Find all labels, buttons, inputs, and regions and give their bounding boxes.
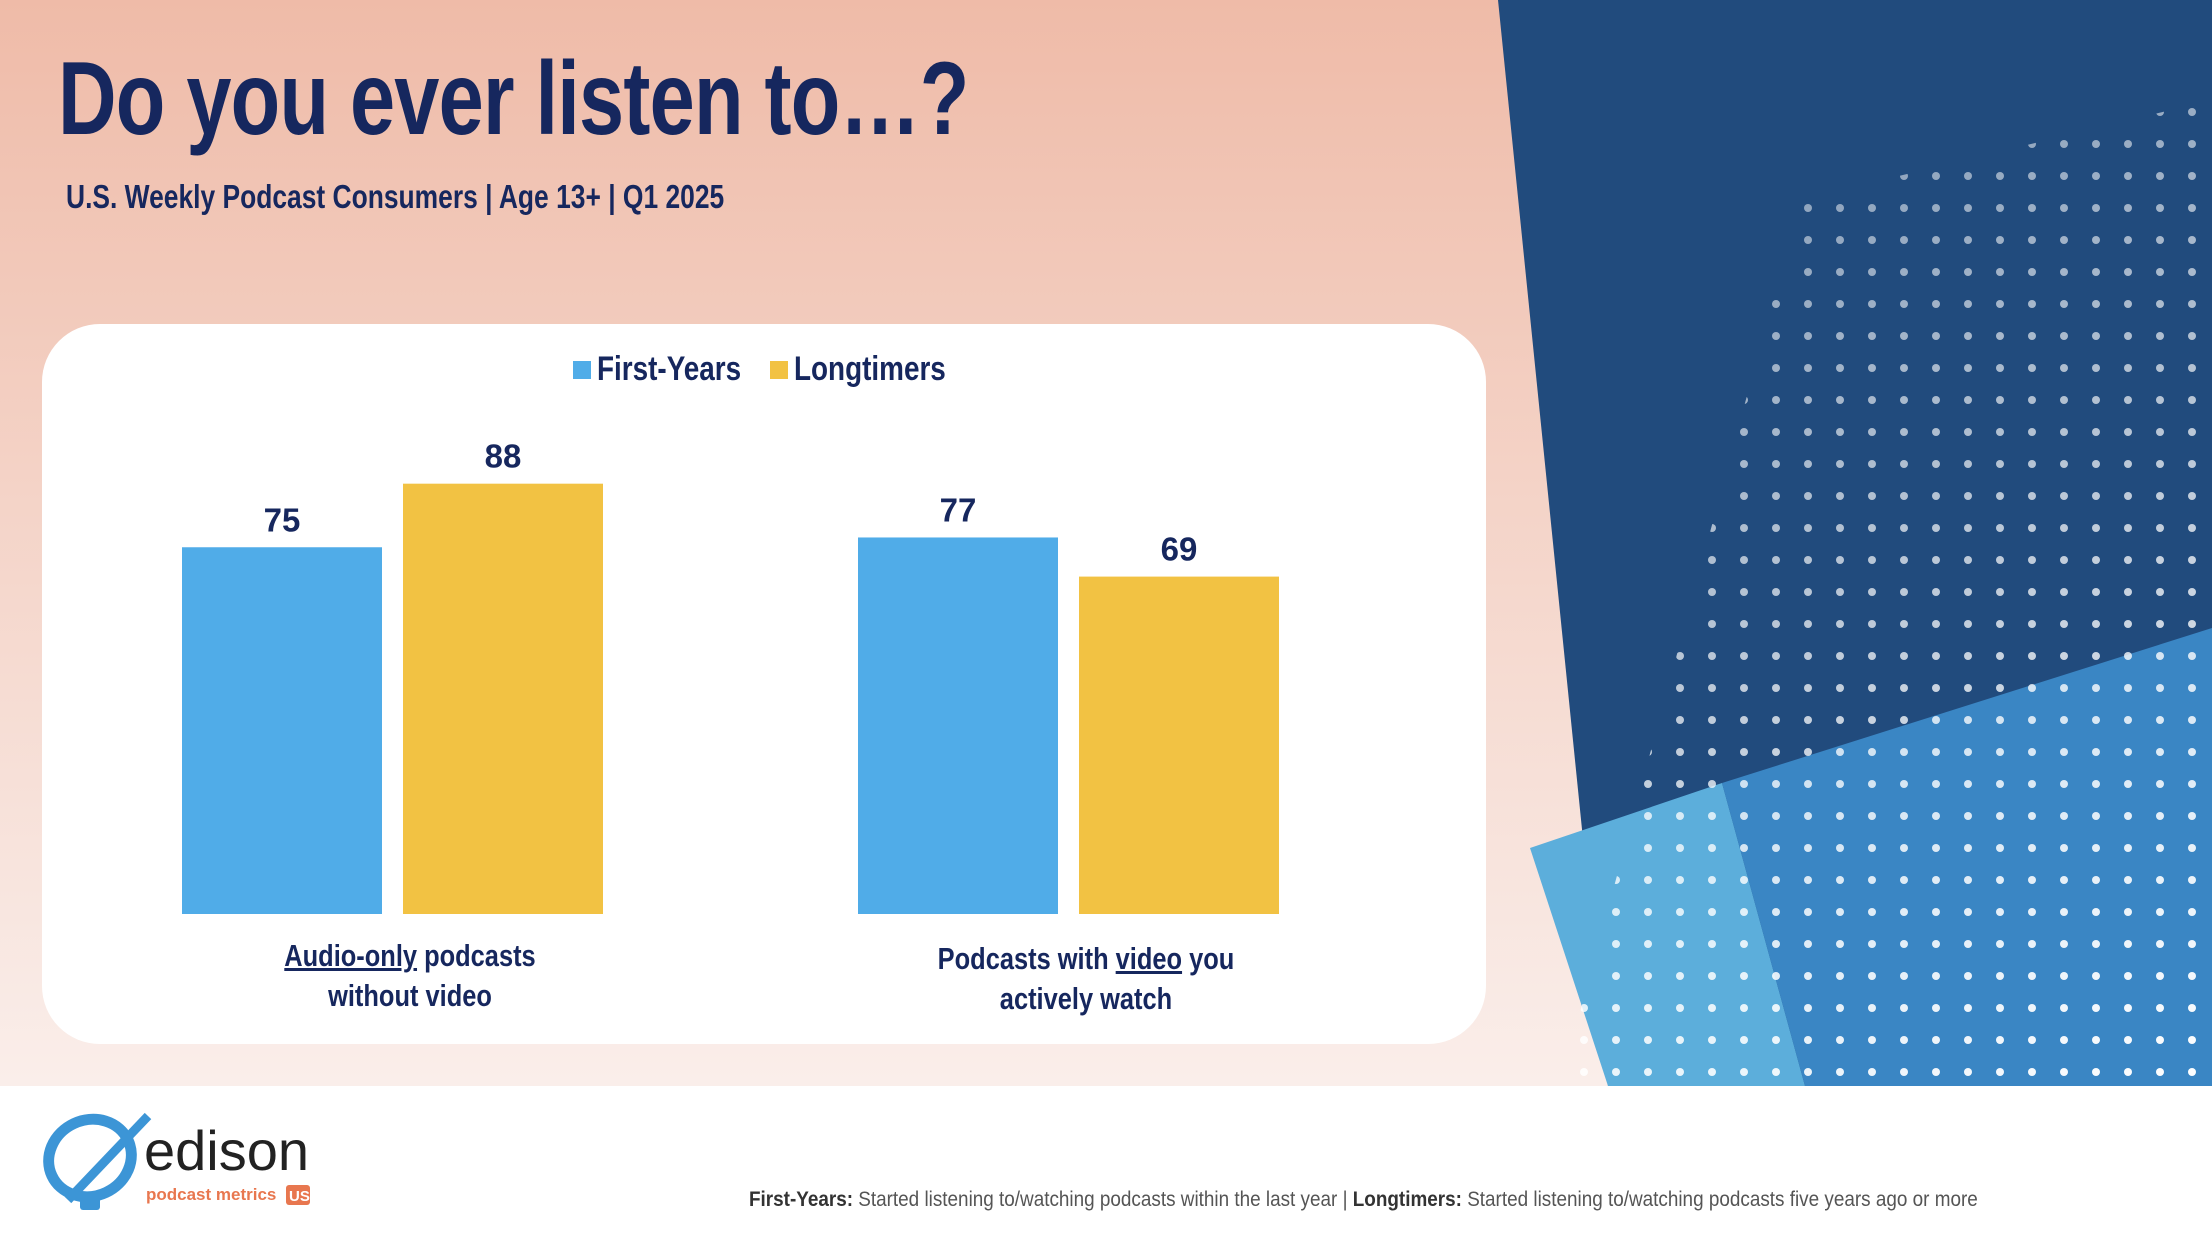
legend-item-first-years: First-Years: [572, 350, 749, 389]
data-label: 69: [1161, 531, 1198, 568]
logo-tagline: podcast metrics: [146, 1185, 276, 1204]
term-longtimers: Longtimers:: [1352, 1188, 1462, 1211]
logo-badge: US: [289, 1188, 310, 1205]
bar-chart: 75 77 88 69: [182, 438, 1279, 914]
decorative-shapes: [1498, 0, 2212, 1086]
category-emphasis: Audio-only: [284, 938, 418, 973]
def-first-years: Started listening to/watching podcasts w…: [853, 1188, 1338, 1211]
chart-legend: First-Years Longtimers: [42, 350, 1486, 389]
page-subtitle: U.S. Weekly Podcast Consumers | Age 13+ …: [66, 178, 725, 215]
legend-swatch-longtimers: [770, 360, 789, 379]
legend-item-longtimers: Longtimers: [770, 350, 955, 389]
data-label: 77: [940, 491, 977, 528]
bar-longtimers-1: [1079, 576, 1279, 914]
separator: |: [1337, 1188, 1353, 1211]
edison-logo: edison podcast metrics US: [43, 1112, 310, 1210]
logo-wordmark: edison: [144, 1119, 309, 1182]
footer-definitions: First-Years: Started listening to/watchi…: [749, 1188, 1978, 1212]
category-label-video: Podcasts with video you actively watch: [914, 939, 1258, 1019]
bar-longtimers-0: [403, 483, 603, 914]
def-longtimers: Started listening to/watching podcasts f…: [1461, 1188, 1978, 1211]
term-first-years: First-Years:: [749, 1188, 854, 1211]
legend-label-first-years: First-Years: [596, 350, 741, 388]
category-text-line2: without video: [328, 978, 492, 1013]
category-text: you: [1182, 941, 1235, 976]
data-label: 75: [264, 501, 301, 538]
category-label-audio-only: Audio-only podcasts without video: [238, 936, 582, 1016]
bar-first-years-0: [182, 547, 382, 914]
category-emphasis: video: [1115, 941, 1183, 976]
slide-background: Do you ever listen to…? U.S. Weekly Podc…: [0, 0, 2212, 1086]
bar-first-years-1: [858, 537, 1058, 914]
category-text: Podcasts with: [937, 941, 1116, 976]
category-text: podcasts: [417, 938, 536, 973]
data-label: 88: [485, 438, 522, 475]
legend-label-longtimers: Longtimers: [794, 350, 947, 388]
page-title: Do you ever listen to…?: [58, 41, 969, 157]
legend-swatch-first-years: [572, 360, 591, 379]
category-text-line2: actively watch: [999, 981, 1173, 1016]
